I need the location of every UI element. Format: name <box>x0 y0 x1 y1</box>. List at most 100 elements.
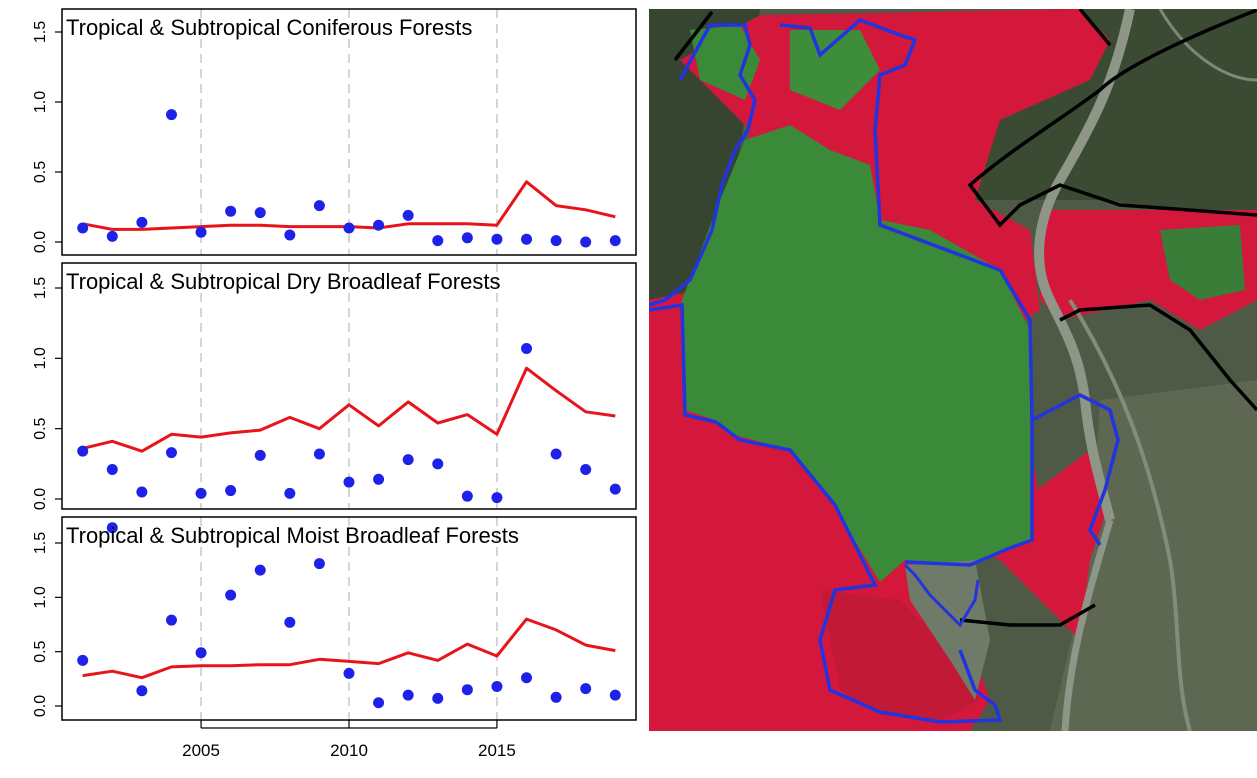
panel-title: Tropical & Subtropical Dry Broadleaf For… <box>66 269 500 294</box>
data-point <box>550 448 562 460</box>
data-point <box>373 697 385 709</box>
data-point <box>402 454 414 466</box>
x-tick-label: 2010 <box>330 741 368 760</box>
x-tick-label: 2015 <box>478 741 516 760</box>
map-boundary-black <box>959 603 1096 627</box>
data-point <box>343 222 355 234</box>
data-point <box>343 667 355 679</box>
map-boundary-blue <box>1031 393 1120 546</box>
data-point <box>136 685 148 697</box>
data-point <box>106 522 118 534</box>
data-point <box>195 487 207 499</box>
data-point <box>521 233 533 245</box>
map-green-area <box>820 590 980 722</box>
map-green-area <box>682 125 1032 582</box>
data-point <box>77 654 89 666</box>
data-point <box>491 233 503 245</box>
satellite-map <box>649 9 1257 731</box>
data-point <box>284 616 296 628</box>
y-tick-label: 0.0 <box>32 488 49 510</box>
data-point <box>580 236 592 248</box>
panel-frame <box>61 262 637 510</box>
data-point <box>106 463 118 475</box>
data-point <box>284 229 296 241</box>
y-tick-label: 0.5 <box>32 640 49 662</box>
data-point <box>521 672 533 684</box>
map-boundary-black <box>967 9 1257 228</box>
map-river <box>1034 9 1135 522</box>
data-point <box>580 463 592 475</box>
data-point <box>461 232 473 244</box>
data-point <box>225 589 237 601</box>
data-point <box>165 614 177 626</box>
y-tick-label: 0.0 <box>32 231 49 253</box>
data-point <box>195 226 207 238</box>
data-point <box>609 689 621 701</box>
map-boundary-black <box>673 10 714 62</box>
data-point <box>77 445 89 457</box>
data-point <box>136 486 148 498</box>
panel-title: Tropical & Subtropical Coniferous Forest… <box>66 15 472 40</box>
map-red-area <box>1010 450 1110 600</box>
data-point <box>491 680 503 692</box>
y-tick-label: 1.5 <box>32 532 49 554</box>
data-point <box>402 209 414 221</box>
y-tick-label: 1.0 <box>32 586 49 608</box>
data-point <box>491 492 503 504</box>
data-point <box>461 490 473 502</box>
map-boundary-blue <box>649 302 1003 724</box>
data-point <box>225 485 237 497</box>
data-point <box>461 684 473 696</box>
data-point <box>254 449 266 461</box>
x-tick-label: 2005 <box>182 741 220 760</box>
chart-panel-2: Tropical & Subtropical Dry Broadleaf For… <box>32 262 637 510</box>
y-tick-label: 1.5 <box>32 21 49 43</box>
charts-area: Tropical & Subtropical Coniferous Forest… <box>32 8 637 760</box>
data-point <box>550 691 562 703</box>
data-point <box>254 564 266 576</box>
map-boundary-black <box>1078 9 1112 47</box>
data-point <box>77 222 89 234</box>
map-river <box>1061 519 1114 731</box>
x-axis: 2005 2010 2015 <box>182 720 516 760</box>
data-point <box>432 235 444 247</box>
data-point <box>136 216 148 228</box>
data-point <box>402 689 414 701</box>
map-river <box>1158 9 1257 82</box>
y-tick-label: 1.5 <box>32 277 49 299</box>
data-point <box>609 483 621 495</box>
data-point <box>313 200 325 212</box>
y-tick-label: 1.0 <box>32 91 49 113</box>
series-line <box>82 617 616 680</box>
chart-panel-1: Tropical & Subtropical Coniferous Forest… <box>32 8 637 256</box>
data-point <box>432 458 444 470</box>
y-tick-label: 1.0 <box>32 347 49 369</box>
y-tick-label: 0.0 <box>32 695 49 717</box>
data-point <box>521 342 533 354</box>
map-boundary-blue <box>903 563 980 628</box>
map-green-area <box>790 30 880 110</box>
data-point <box>284 487 296 499</box>
map-boundary-black <box>1059 303 1257 412</box>
map-green-area <box>1160 225 1245 300</box>
y-tick-label: 0.5 <box>32 161 49 183</box>
data-point <box>373 219 385 231</box>
chart-panel-3: Tropical & Subtropical Moist Broadleaf F… <box>32 516 637 721</box>
data-point <box>254 207 266 219</box>
panel-frame <box>61 8 637 256</box>
data-point <box>225 205 237 217</box>
plot-area <box>82 366 616 453</box>
series-line <box>82 366 616 453</box>
data-point <box>343 476 355 488</box>
data-point <box>550 235 562 247</box>
map-river-bank <box>905 560 990 700</box>
map-boundary-blue <box>779 17 1034 567</box>
y-tick-label: 0.5 <box>32 417 49 439</box>
data-point <box>313 448 325 460</box>
data-point <box>165 447 177 459</box>
data-point <box>609 235 621 247</box>
data-point <box>580 683 592 695</box>
map-boundary-blue <box>649 23 757 307</box>
plot-area <box>82 617 616 680</box>
